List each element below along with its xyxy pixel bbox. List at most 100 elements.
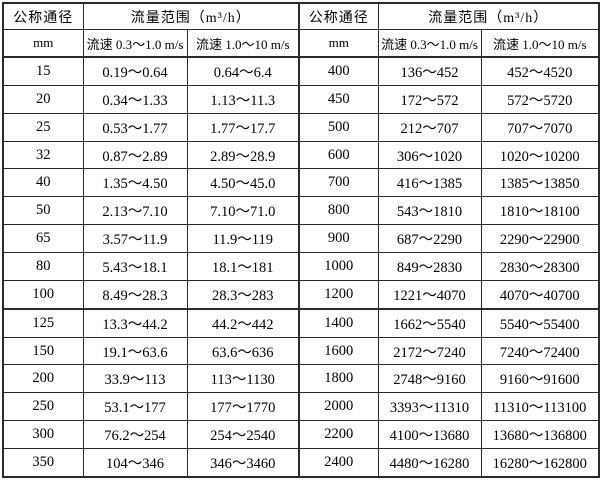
- flow-high-cell: 1020～10200: [480, 140, 600, 170]
- dn-cell: 450: [298, 84, 379, 114]
- dn-cell: 2400: [298, 447, 379, 478]
- flow-low-cell: 172～572: [377, 84, 482, 114]
- flow-low-cell: 0.87～2.89: [82, 140, 188, 170]
- table-row: 50 2.13～7.10 7.10～71.0 800 543～1810 1810…: [2, 196, 600, 226]
- header-row-sub: mm 流速 0.3～1.0 m/s 流速 1.0～10 m/s mm 流速 0.…: [2, 29, 600, 58]
- dn-cell: 600: [298, 140, 379, 170]
- flow-high-cell: 1.13～11.3: [186, 84, 300, 114]
- flow-low-cell: 0.53～1.77: [82, 112, 188, 142]
- table-row: 100 8.49～28.3 28.3～283 1200 1221～4070 40…: [2, 279, 600, 310]
- flow-low-cell: 2.13～7.10: [82, 196, 188, 226]
- dn-cell: 250: [2, 392, 84, 422]
- flow-high-cell: 44.2～442: [186, 308, 300, 338]
- flow-high-cell: 63.6～636: [186, 336, 300, 366]
- flow-high-cell: 1385～13850: [480, 168, 600, 198]
- flow-high-cell: 1.77～17.7: [186, 112, 300, 142]
- dn-cell: 150: [2, 336, 84, 366]
- flow-low-cell: 1662～5540: [377, 308, 482, 338]
- flow-high-cell: 13680～136800: [480, 420, 600, 449]
- dn-cell: 40: [2, 168, 84, 198]
- table-row: 40 1.35～4.50 4.50～45.0 700 416～1385 1385…: [2, 168, 600, 198]
- table-row: 25 0.53～1.77 1.77～17.7 500 212～707 707～7…: [2, 112, 600, 142]
- flow-low-cell: 0.34～1.33: [82, 84, 188, 114]
- dn-cell: 100: [2, 279, 84, 310]
- flow-low-cell: 13.3～44.2: [82, 308, 188, 338]
- flow-low-cell: 306～1020: [377, 140, 482, 170]
- dn-cell: 400: [298, 56, 379, 86]
- dn-cell: 25: [2, 112, 84, 142]
- dn-cell: 1000: [298, 251, 379, 281]
- flow-high-cell: 707～7070: [480, 112, 600, 142]
- flow-low-cell: 543～1810: [377, 196, 482, 226]
- flow-low-cell: 3393～11310: [377, 392, 482, 422]
- flow-high-cell: 177～1770: [186, 392, 300, 422]
- flow-high-cell: 572～5720: [480, 84, 600, 114]
- table-row: 125 13.3～44.2 44.2～442 1400 1662～5540 55…: [2, 308, 600, 338]
- dn-cell: 2200: [298, 420, 379, 449]
- dn-cell: 1400: [298, 308, 379, 338]
- dn-cell: 2000: [298, 392, 379, 422]
- table-row: 15 0.19～0.64 0.64～6.4 400 136～452 452～45…: [2, 56, 600, 86]
- flow-high-cell: 28.3～283: [186, 279, 300, 310]
- table-row: 150 19.1～63.6 63.6～636 1600 2172～7240 72…: [2, 336, 600, 366]
- flow-high-cell: 1810～18100: [480, 196, 600, 226]
- dn-cell: 50: [2, 196, 84, 226]
- flow-high-cell: 0.64～6.4: [186, 56, 300, 86]
- dn-cell: 200: [2, 364, 84, 394]
- flow-high-cell: 113～1130: [186, 364, 300, 394]
- flow-high-cell: 18.1～181: [186, 251, 300, 281]
- flow-high-cell: 9160～91600: [480, 364, 600, 394]
- dn-cell: 500: [298, 112, 379, 142]
- flow-low-cell: 1.35～4.50: [82, 168, 188, 198]
- flow-high-cell: 11.9～119: [186, 224, 300, 253]
- flow-low-cell: 4480～16280: [377, 447, 482, 478]
- dn-cell: 300: [2, 420, 84, 449]
- header-diameter-right: 公称通径: [298, 2, 379, 30]
- flow-low-cell: 136～452: [377, 56, 482, 86]
- flow-low-cell: 212～707: [377, 112, 482, 142]
- table-row: 20 0.34～1.33 1.13～11.3 450 172～572 572～5…: [2, 84, 600, 114]
- flow-low-cell: 2172～7240: [377, 336, 482, 366]
- flow-low-cell: 53.1～177: [82, 392, 188, 422]
- flow-high-cell: 7.10～71.0: [186, 196, 300, 226]
- flow-low-cell: 849～2830: [377, 251, 482, 281]
- header-flow-range-right: 流量范围（m³/h）: [377, 2, 600, 30]
- table-row: 200 33.9～113 113～1130 1800 2748～9160 916…: [2, 364, 600, 394]
- flow-low-cell: 104～346: [82, 447, 188, 478]
- flow-low-cell: 33.9～113: [82, 364, 188, 394]
- flow-high-cell: 2.89～28.9: [186, 140, 300, 170]
- flow-high-cell: 11310～113100: [480, 392, 600, 422]
- header-unit-right: mm: [298, 29, 379, 58]
- flow-low-cell: 416～1385: [377, 168, 482, 198]
- header-diameter-left: 公称通径: [2, 2, 84, 30]
- header-flow-range-left: 流量范围（m³/h）: [82, 2, 300, 30]
- table-row: 350 104～346 346～3460 2400 4480～16280 162…: [2, 447, 600, 478]
- flow-high-cell: 2290～22900: [480, 224, 600, 253]
- flow-high-cell: 254～2540: [186, 420, 300, 449]
- dn-cell: 1200: [298, 279, 379, 310]
- flow-low-cell: 5.43～18.1: [82, 251, 188, 281]
- table-row: 300 76.2～254 254～2540 2200 4100～13680 13…: [2, 420, 600, 449]
- dn-cell: 1800: [298, 364, 379, 394]
- flow-high-cell: 346～3460: [186, 447, 300, 478]
- flow-low-cell: 1221～4070: [377, 279, 482, 310]
- dn-cell: 15: [2, 56, 84, 86]
- flow-low-cell: 0.19～0.64: [82, 56, 188, 86]
- header-unit-left: mm: [2, 29, 84, 58]
- flow-high-cell: 5540～55400: [480, 308, 600, 338]
- flow-low-cell: 2748～9160: [377, 364, 482, 394]
- flow-high-cell: 4.50～45.0: [186, 168, 300, 198]
- dn-cell: 1600: [298, 336, 379, 366]
- header-velocity-low-right: 流速 0.3～1.0 m/s: [377, 29, 482, 58]
- dn-cell: 20: [2, 84, 84, 114]
- table-row: 80 5.43～18.1 18.1～181 1000 849～2830 2830…: [2, 251, 600, 281]
- flow-high-cell: 16280～162800: [480, 447, 600, 478]
- dn-cell: 65: [2, 224, 84, 253]
- table-row: 32 0.87～2.89 2.89～28.9 600 306～1020 1020…: [2, 140, 600, 170]
- flow-high-cell: 4070～40700: [480, 279, 600, 310]
- flow-low-cell: 3.57～11.9: [82, 224, 188, 253]
- header-velocity-high-right: 流速 1.0～10 m/s: [480, 29, 600, 58]
- header-velocity-high-left: 流速 1.0～10 m/s: [186, 29, 300, 58]
